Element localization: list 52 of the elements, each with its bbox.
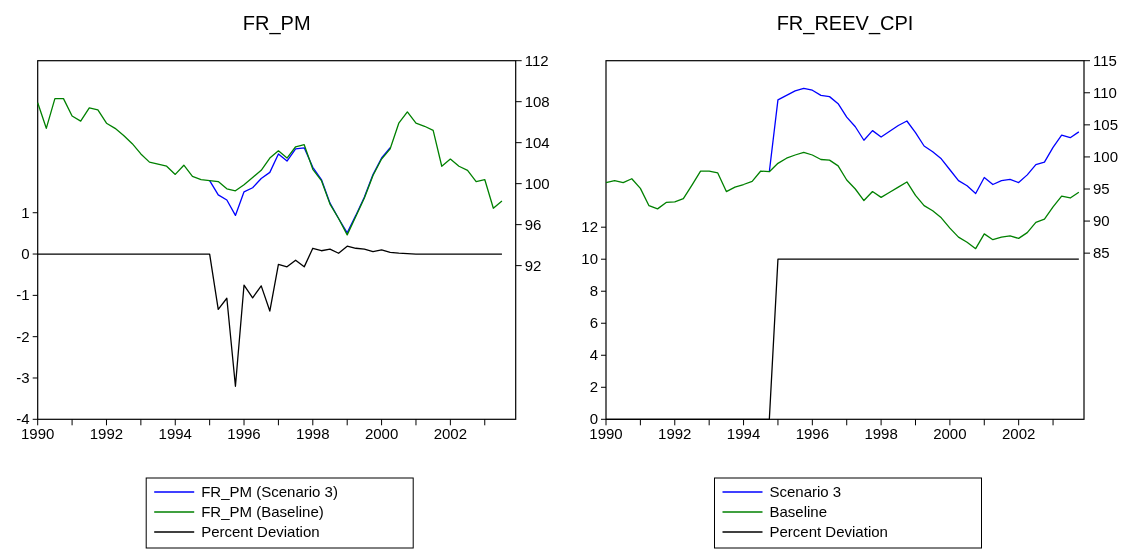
y-tick-label: 6 <box>589 314 598 332</box>
y-tick-label: 0 <box>589 410 598 428</box>
y-tick-label: 12 <box>581 218 598 236</box>
legend-label: Scenario 3 <box>769 483 842 500</box>
x-tick-label: 1990 <box>21 425 55 443</box>
x-tick-label: 1998 <box>296 425 330 443</box>
y2-tick-label: 115 <box>1093 51 1117 69</box>
y-tick-label: 8 <box>589 282 598 300</box>
x-tick-label: 1996 <box>227 425 261 443</box>
chart-title: FR_PM <box>242 12 311 35</box>
x-tick-label: 1994 <box>158 425 192 443</box>
y-tick-label: -1 <box>16 286 30 304</box>
legend-label: Baseline <box>769 503 828 520</box>
legend-label: Percent Deviation <box>769 523 888 540</box>
y-tick-label: 2 <box>589 378 598 396</box>
y-tick-label: 10 <box>581 250 598 268</box>
y-tick-label: 4 <box>589 346 598 364</box>
y2-tick-label: 110 <box>1093 83 1117 101</box>
y2-tick-label: 85 <box>1093 244 1110 262</box>
line-series <box>208 147 391 234</box>
y2-tick-label: 100 <box>1093 147 1119 165</box>
y-tick-label: -2 <box>16 327 30 345</box>
y2-tick-label: 95 <box>1093 180 1110 197</box>
x-tick-label: 2002 <box>433 425 468 443</box>
legend-label: FR_PM (Scenario 3) <box>201 483 338 500</box>
x-tick-label: 2000 <box>364 425 399 443</box>
y-tick-label: 0 <box>21 245 30 263</box>
x-tick-label: 1996 <box>795 425 830 443</box>
y2-tick-label: 100 <box>524 174 550 192</box>
x-tick-label: 1994 <box>726 425 761 443</box>
x-tick-label: 1992 <box>658 425 692 443</box>
y2-tick-label: 108 <box>524 92 550 110</box>
chart-title: FR_REEV_CPI <box>776 12 914 35</box>
legend-label: Percent Deviation <box>201 523 320 540</box>
y2-tick-label: 112 <box>524 51 549 69</box>
legend-label: FR_PM (Baseline) <box>201 503 324 520</box>
y2-tick-label: 105 <box>1093 115 1119 133</box>
y-tick-label: -3 <box>16 368 30 386</box>
y2-tick-label: 90 <box>1093 212 1110 230</box>
x-tick-label: 2000 <box>933 425 967 443</box>
y-tick-label: -4 <box>16 410 30 428</box>
y2-tick-label: 104 <box>524 133 550 151</box>
x-tick-label: 1992 <box>89 425 124 443</box>
y2-tick-label: 96 <box>524 215 542 233</box>
x-tick-label: 2002 <box>1001 425 1036 443</box>
line-series <box>605 151 1080 250</box>
y-tick-label: 1 <box>21 203 30 221</box>
x-tick-label: 1990 <box>589 425 623 443</box>
x-tick-label: 1998 <box>864 425 898 443</box>
line-series <box>37 97 503 236</box>
line-series <box>768 87 1080 195</box>
y2-tick-label: 92 <box>524 256 542 274</box>
